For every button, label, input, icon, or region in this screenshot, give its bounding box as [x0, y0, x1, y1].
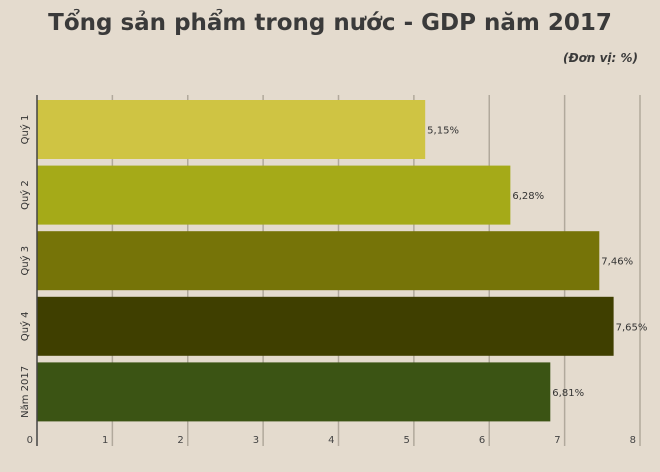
x-tick-label: 1	[102, 435, 108, 446]
data-label: 6,28%	[512, 191, 544, 202]
x-tick-label: 0	[27, 435, 33, 446]
data-label: 5,15%	[427, 126, 459, 137]
category-label: Quý 1	[19, 115, 31, 145]
bar	[37, 362, 551, 422]
x-tick-label: 5	[404, 435, 410, 446]
data-label: 7,46%	[601, 257, 633, 268]
bar	[37, 100, 426, 159]
bar	[37, 296, 614, 356]
x-tick-label: 7	[554, 435, 560, 446]
category-label: Quý 3	[19, 246, 31, 276]
category-label: Năm 2017	[20, 366, 31, 418]
bar	[37, 165, 511, 225]
chart-title: Tổng sản phẩm trong nước - GDP năm 2017	[48, 10, 612, 36]
x-tick-label: 8	[630, 435, 636, 446]
category-label: Quý 2	[19, 180, 31, 210]
x-tick-label: 6	[479, 435, 485, 446]
x-tick-label: 3	[253, 435, 259, 446]
data-label: 6,81%	[552, 388, 584, 399]
category-label: Quý 4	[19, 311, 31, 341]
x-tick-label: 2	[177, 435, 183, 446]
unit-label: (Đơn vị: %)	[562, 51, 638, 65]
data-label: 7,65%	[616, 322, 648, 333]
x-tick-label: 4	[328, 435, 334, 446]
bar	[37, 231, 600, 291]
